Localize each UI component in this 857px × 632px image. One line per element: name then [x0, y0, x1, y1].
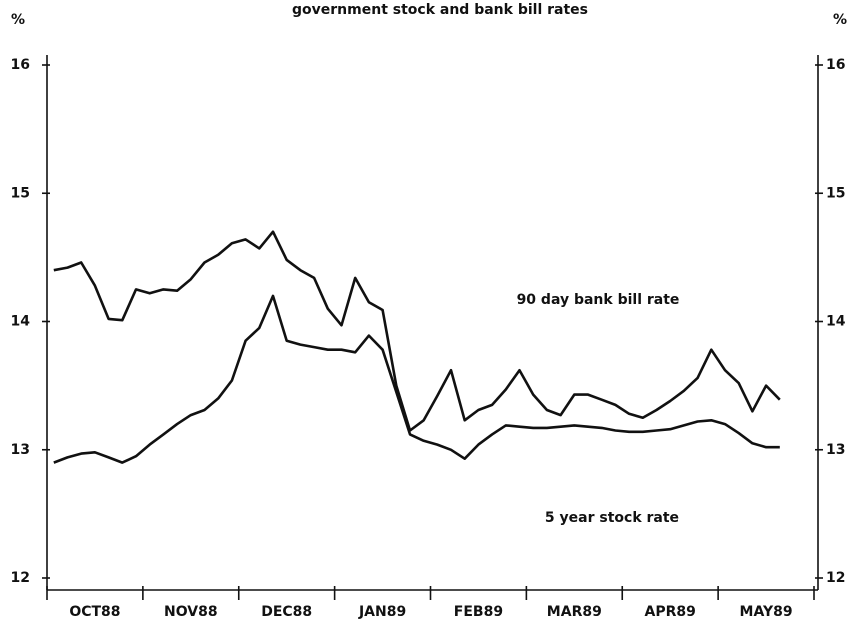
- y-tick-label: 16: [11, 57, 30, 73]
- y2-tick-label: 16: [826, 57, 845, 73]
- y-tick-label: 13: [11, 442, 30, 458]
- series-line: [53, 294, 780, 464]
- y-tick-label: 12: [11, 570, 30, 586]
- y2-tick-label: 13: [826, 442, 845, 458]
- y2-tick-label: 14: [826, 314, 846, 330]
- x-tick-label: MAR89: [547, 604, 602, 620]
- x-tick-label: APR89: [645, 604, 696, 620]
- annotation: 90 day bank bill rate: [517, 292, 680, 308]
- x-tick-label: DEC88: [261, 604, 312, 620]
- y2-tick-label: 12: [826, 570, 845, 586]
- x-tick-label: MAY89: [740, 604, 793, 620]
- y2-tick-label: 15: [826, 185, 845, 201]
- x-tick-label: OCT88: [69, 604, 120, 620]
- y-tick-label: 14: [11, 314, 31, 330]
- series-line: [53, 230, 781, 432]
- x-tick-label: JAN89: [358, 604, 406, 620]
- y-axis-label: %: [11, 12, 25, 28]
- x-tick-label: NOV88: [164, 604, 218, 620]
- y2-axis-label: %: [833, 12, 847, 28]
- annotation: 5 year stock rate: [545, 510, 679, 526]
- y-tick-label: 15: [11, 185, 30, 201]
- chart-title: government stock and bank bill rates: [292, 2, 588, 18]
- x-tick-label: FEB89: [454, 604, 503, 620]
